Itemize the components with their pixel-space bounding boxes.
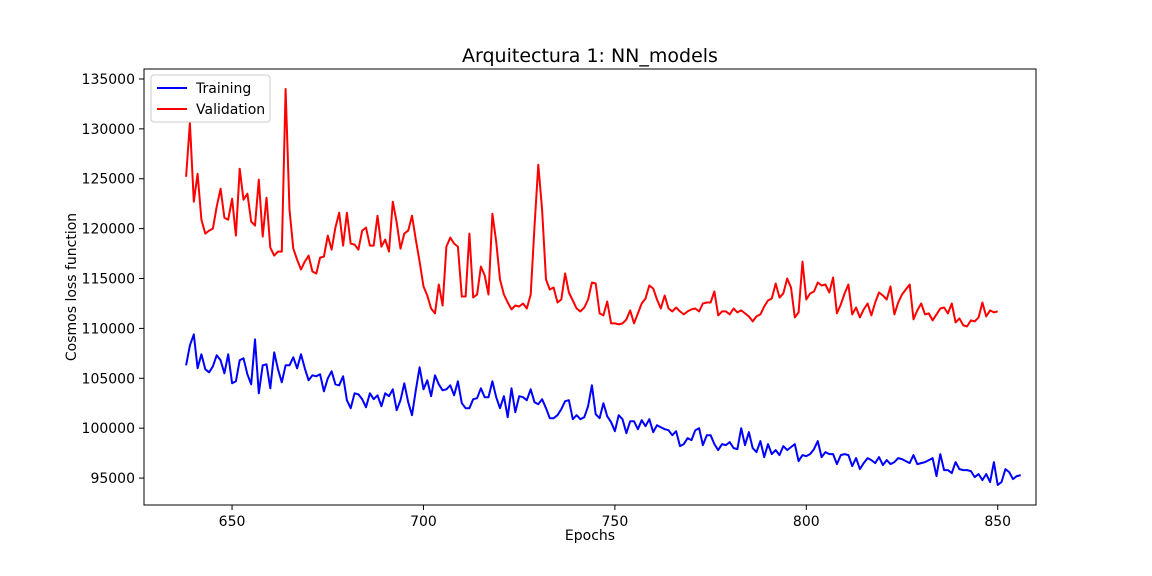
- legend: Training Validation: [150, 74, 271, 123]
- series-line-training: [185, 333, 1021, 486]
- y-tick-label: 125000: [82, 172, 135, 188]
- y-axis: 95000 100000 105000 110000 115000 120000 12500…: [82, 72, 144, 487]
- y-tick-label: 120000: [82, 222, 135, 238]
- legend-label-training: Training: [195, 81, 251, 97]
- x-tick-label: 850: [984, 514, 1011, 530]
- legend-label-validation: Validation: [196, 102, 265, 118]
- y-tick-label: 95000: [90, 471, 135, 487]
- plot-frame: [143, 68, 1037, 506]
- y-tick-label: 110000: [82, 321, 135, 337]
- x-tick-label: 700: [410, 514, 437, 530]
- series-layer: [185, 88, 1021, 486]
- y-tick-label: 105000: [82, 371, 135, 387]
- y-tick-label: 115000: [82, 272, 135, 288]
- x-tick-label: 800: [793, 514, 820, 530]
- x-tick-label: 750: [602, 514, 629, 530]
- y-axis-label: Cosmos loss function: [64, 213, 80, 361]
- y-tick-label: 100000: [82, 421, 135, 437]
- y-tick-label: 135000: [82, 72, 135, 88]
- x-axis: 650 700 750 800 850: [219, 505, 1011, 530]
- legend-box: [150, 74, 271, 123]
- y-tick-label: 130000: [82, 122, 135, 138]
- series-line-validation: [185, 88, 998, 328]
- x-tick-label: 650: [219, 514, 246, 530]
- chart-title: Arquitectura 1: NN_models: [462, 45, 718, 67]
- x-axis-label: Epochs: [565, 528, 615, 544]
